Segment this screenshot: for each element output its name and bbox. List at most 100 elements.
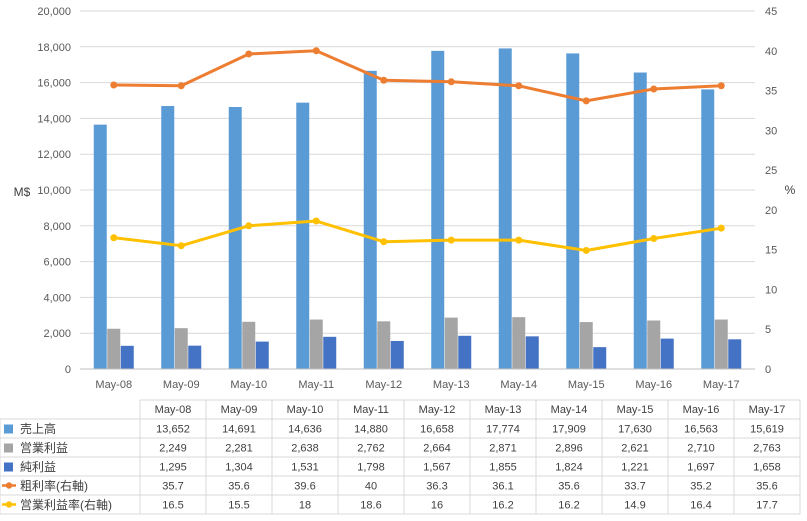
- table-header-cell: May-10: [287, 404, 324, 416]
- legend-label: 売上高: [20, 421, 56, 436]
- table-value-cell: 14,636: [288, 424, 322, 436]
- y-left-tick-label: 18,000: [37, 42, 71, 54]
- y-right-tick-label: 5: [765, 324, 771, 336]
- y-left-tick-label: 12,000: [37, 149, 71, 161]
- legend-key-営業利益: [4, 443, 13, 453]
- bar-営業利益: [647, 320, 661, 369]
- y-right-tick-label: 35: [765, 86, 777, 98]
- table-value-cell: 14,880: [354, 424, 388, 436]
- y-left-tick-label: 0: [65, 364, 71, 376]
- bar-売上高: [161, 106, 175, 369]
- table-value-cell: 33.7: [624, 481, 645, 493]
- point-営業利益率(右軸): [515, 236, 523, 244]
- table-value-cell: 2,664: [423, 443, 451, 455]
- legend-key-純利益: [4, 462, 13, 472]
- table-value-cell: 1,567: [423, 462, 451, 474]
- table-value-cell: 14,691: [222, 424, 256, 436]
- y-left-tick-label: 20,000: [37, 6, 71, 18]
- line-営業利益率(右軸): [113, 219, 722, 252]
- table-value-cell: 39.6: [294, 481, 315, 493]
- y-right-tick-label: 25: [765, 165, 777, 177]
- point-粗利率(右軸): [447, 78, 455, 86]
- x-tick-label: May-10: [230, 379, 267, 391]
- table-value-cell: 2,621: [621, 443, 649, 455]
- bar-純利益: [660, 338, 674, 369]
- table-header-cell: May-11: [353, 404, 389, 416]
- table-value-cell: 1,855: [489, 462, 517, 474]
- y-left-tick-label: 6,000: [43, 257, 71, 269]
- x-tick-label: May-15: [568, 379, 605, 391]
- y-right-tick-label: 40: [765, 46, 777, 58]
- table-value-cell: 16.4: [690, 500, 711, 512]
- x-tick-label: May-16: [635, 379, 672, 391]
- bar-純利益: [525, 336, 539, 369]
- table-header-cell: May-15: [617, 404, 654, 416]
- table-value-cell: 15.5: [228, 500, 249, 512]
- table-value-cell: 2,871: [489, 443, 517, 455]
- table-header-cell: May-14: [551, 404, 588, 416]
- table-value-cell: 2,249: [159, 443, 187, 455]
- y-right-tick-label: 0: [765, 364, 771, 376]
- y-right-tick-label: 45: [765, 6, 777, 18]
- legend-key-売上高: [4, 424, 13, 434]
- point-粗利率(右軸): [312, 47, 320, 55]
- table-header-cell: May-13: [485, 404, 522, 416]
- data-table: May-08 May-09 May-10 May-11 May-12 May-13 May-…: [0, 399, 801, 515]
- bar-純利益: [728, 339, 742, 369]
- table-value-cell: 17,909: [552, 424, 586, 436]
- y-left-tick-label: 16,000: [37, 78, 71, 90]
- table-value-cell: 1,531: [291, 462, 319, 474]
- point-粗利率(右軸): [245, 50, 253, 58]
- table-value-cell: 16: [431, 500, 443, 512]
- table-value-cell: 13,652: [156, 424, 190, 436]
- table-value-cell: 1,304: [225, 462, 253, 474]
- table-value-cell: 18: [299, 500, 311, 512]
- table-value-cell: 14.9: [624, 500, 645, 512]
- table-header-cell: May-08: [155, 404, 192, 416]
- gridlines: [80, 10, 755, 334]
- table-value-cell: 16.2: [492, 500, 513, 512]
- bar-営業利益: [714, 319, 728, 369]
- legend-key-粗利率(右軸): [5, 482, 13, 489]
- x-tick-label: May-12: [365, 379, 402, 391]
- table-value-cell: 35.2: [690, 481, 711, 493]
- table-value-cell: 1,697: [687, 462, 715, 474]
- bar-営業利益: [377, 321, 391, 369]
- y-left-tick-label: 14,000: [37, 113, 71, 125]
- table-value-cell: 1,658: [753, 462, 781, 474]
- point-粗利率(右軸): [380, 76, 388, 84]
- table-value-cell: 1,798: [357, 462, 385, 474]
- table-value-cell: 35.6: [756, 481, 777, 493]
- table-value-cell: 15,619: [750, 424, 784, 436]
- table-value-cell: 16.5: [162, 500, 183, 512]
- table-value-cell: 1,824: [555, 462, 583, 474]
- table-value-cell: 18.6: [360, 500, 381, 512]
- table-value-cell: 2,638: [291, 443, 319, 455]
- bar-売上高: [93, 124, 107, 369]
- table-value-cell: 16,563: [684, 424, 718, 436]
- point-営業利益率(右軸): [177, 242, 185, 250]
- table-value-cell: 1,295: [159, 462, 187, 474]
- table-value-cell: 1,221: [621, 462, 649, 474]
- y-right-tick-label: 20: [765, 205, 777, 217]
- point-粗利率(右軸): [717, 82, 725, 90]
- y-left-tick-label: 10,000: [37, 185, 71, 197]
- legend-key-営業利益率(右軸): [5, 501, 13, 508]
- y-right-tick-label: 15: [765, 245, 777, 257]
- table-value-cell: 2,762: [357, 443, 385, 455]
- bar-純利益: [593, 347, 607, 369]
- table-value-cell: 17,630: [618, 424, 652, 436]
- table-value-cell: 17.7: [756, 500, 777, 512]
- bar-純利益: [255, 341, 269, 369]
- bar-営業利益: [579, 322, 593, 369]
- bar-純利益: [458, 335, 472, 369]
- bar-売上高: [228, 107, 242, 370]
- table-value-cell: 35.6: [228, 481, 249, 493]
- point-粗利率(右軸): [110, 81, 118, 89]
- table-value-cell: 17,774: [486, 424, 520, 436]
- bar-売上高: [498, 48, 512, 370]
- point-営業利益率(右軸): [312, 217, 320, 225]
- legend-label: 営業利益: [20, 441, 68, 455]
- table-header-cell: May-12: [419, 404, 456, 416]
- y-right-axis-title: %: [785, 183, 796, 197]
